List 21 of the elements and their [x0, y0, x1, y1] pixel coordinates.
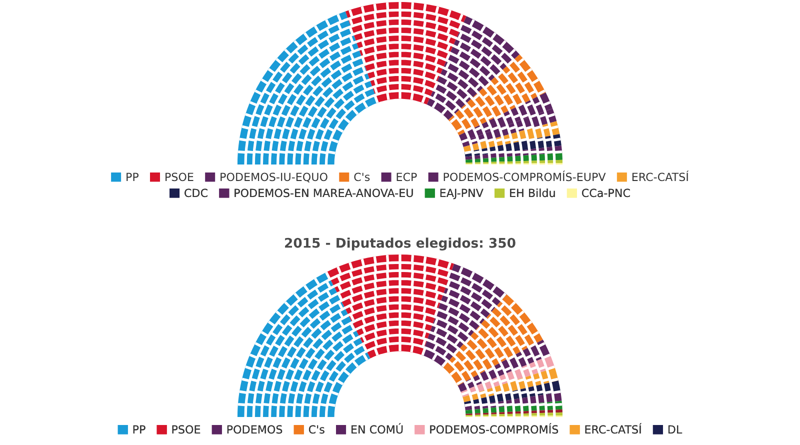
legend-label: ERC-CATSÍ — [585, 423, 642, 434]
legend-label: PP — [126, 172, 139, 181]
legend-label: C's — [354, 172, 370, 182]
legend-label: PP — [133, 425, 146, 434]
legend-label: C's — [308, 425, 324, 434]
legend-label: PODEMOS-COMPROMÍS-EUPV — [444, 170, 606, 182]
legend-label: EAJ-PNV — [440, 188, 484, 200]
legend-label: PODEMOS-IU-EQUO — [220, 172, 328, 182]
legend-label: PSOE — [166, 172, 194, 182]
legend-label: PODEMOS — [227, 425, 282, 434]
legend-label: EN COMÚ — [352, 423, 403, 434]
legend-label: EH Bildu — [510, 188, 555, 198]
legend-label: ERC-CATSÍ — [632, 170, 689, 182]
legend-label: PSOE — [172, 425, 200, 434]
legend-label: CCa-PNC — [582, 188, 630, 198]
legend-label: ECP — [396, 172, 417, 182]
chart-title: 2015 - Diputados elegidos: 350 — [285, 238, 516, 250]
legend-label: PODEMOS-EN MAREA-ANOVA-EU — [234, 188, 413, 198]
legend-label: DL — [668, 425, 682, 434]
legend-label: CDC — [184, 188, 208, 198]
legend-label: PODEMOS-COMPROMÍS — [430, 423, 558, 434]
